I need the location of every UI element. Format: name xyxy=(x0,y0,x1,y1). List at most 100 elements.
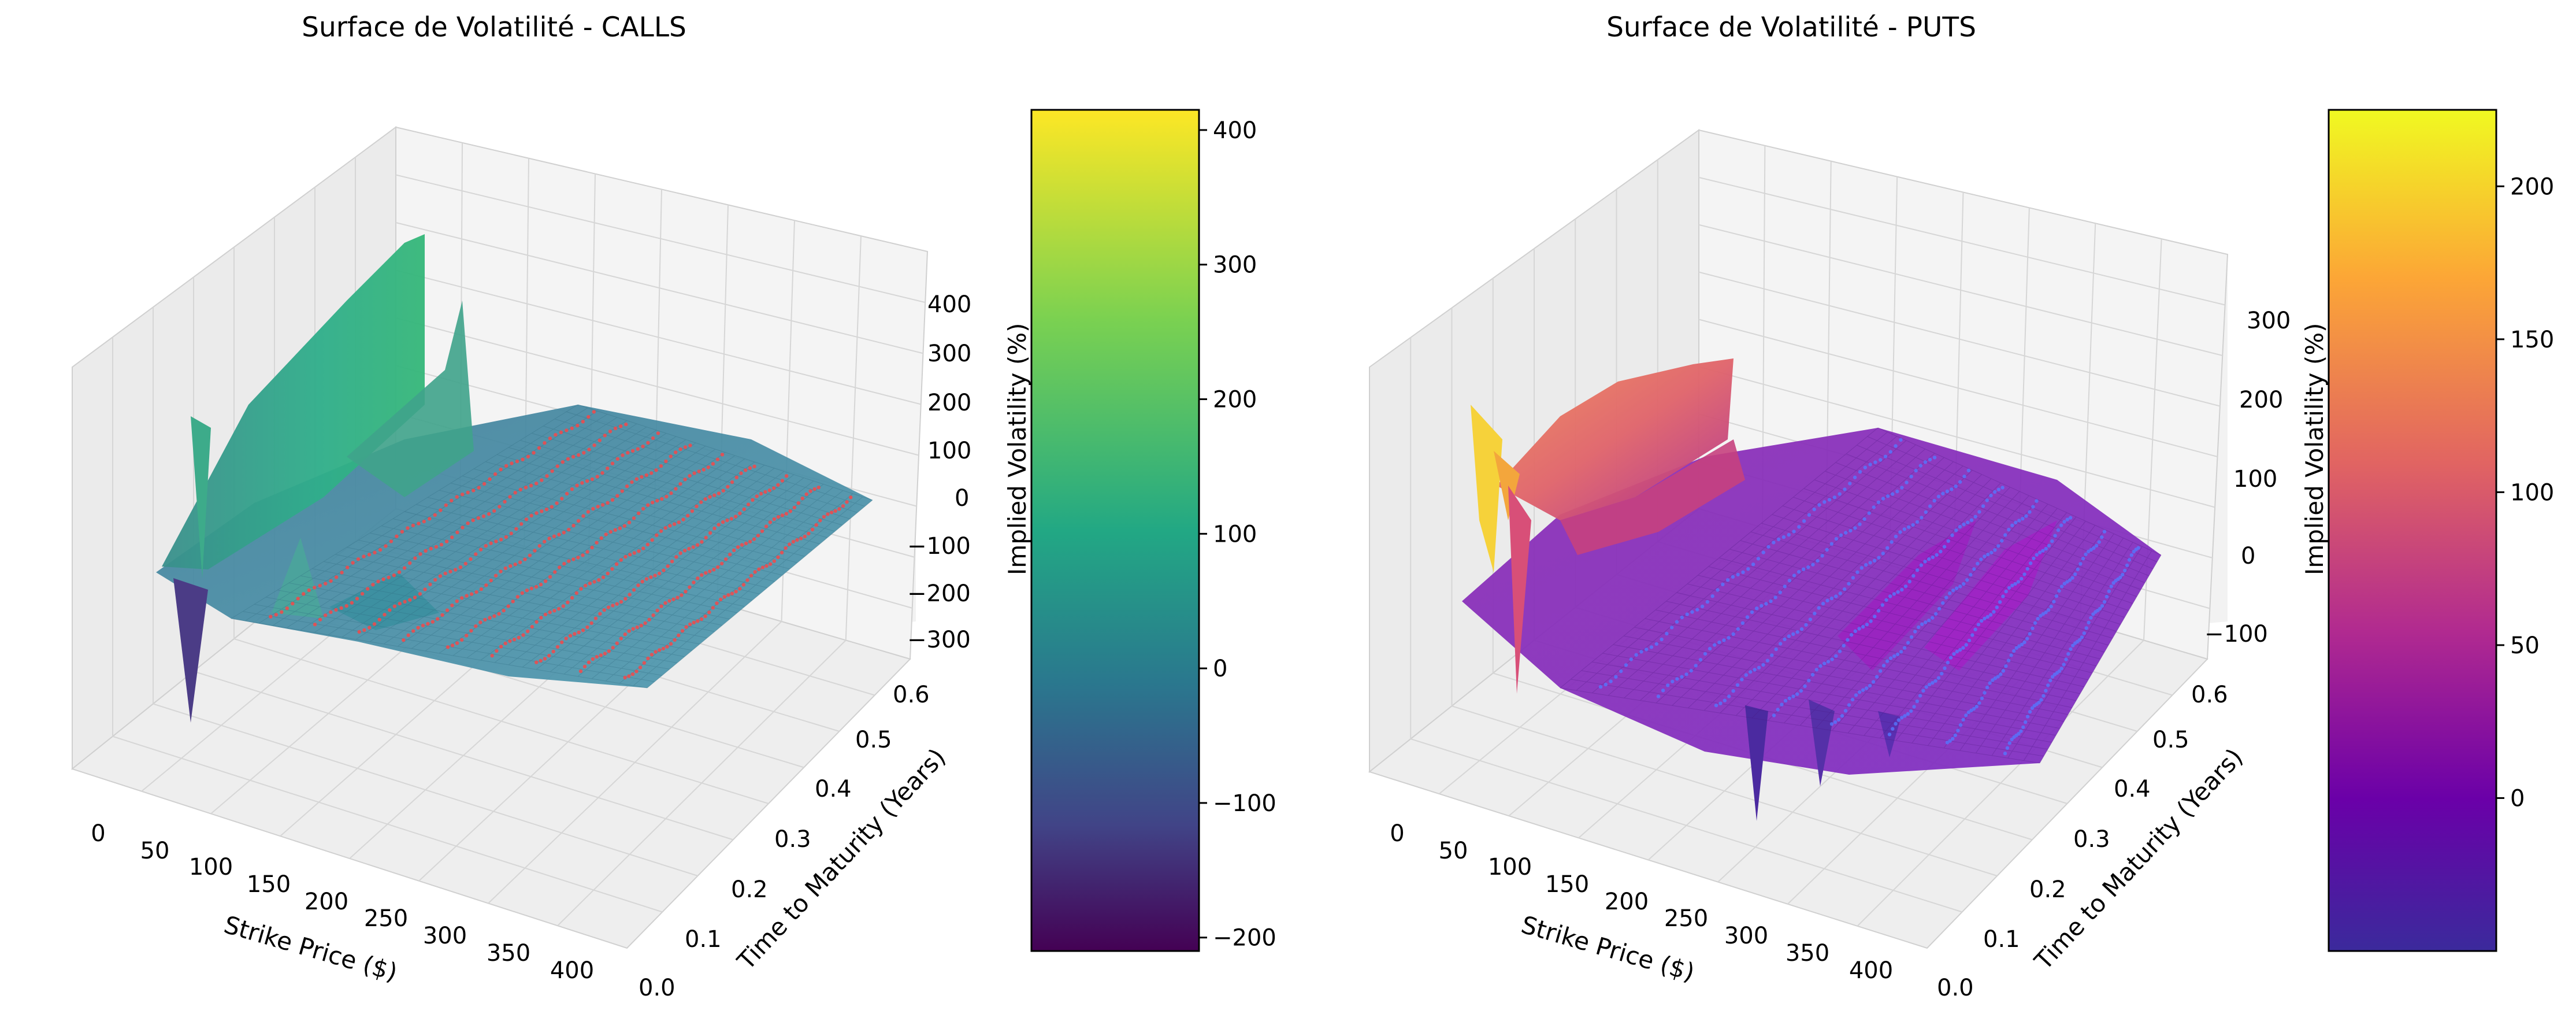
scatter-point xyxy=(2001,669,2005,673)
scatter-point xyxy=(800,496,805,501)
scatter-point xyxy=(537,544,541,548)
scatter-point xyxy=(543,612,548,617)
scatter-point xyxy=(2030,706,2035,711)
scatter-point xyxy=(2021,517,2025,521)
scatter-point xyxy=(499,645,503,649)
mesh-line xyxy=(1560,427,1879,689)
scatter-point xyxy=(642,661,647,665)
scatter-point xyxy=(581,514,585,518)
scatter-point xyxy=(2019,729,2023,733)
scatter-point xyxy=(627,520,632,524)
x-tick-label: 400 xyxy=(1849,957,1893,984)
scatter-point xyxy=(474,552,478,556)
scatter-point xyxy=(692,471,696,475)
scatter-point xyxy=(540,509,544,513)
scatter-point xyxy=(753,570,757,574)
scatter-point xyxy=(668,524,672,528)
scatter-point xyxy=(1690,610,1694,614)
scatter-point xyxy=(646,656,650,661)
scatter-point xyxy=(422,519,426,524)
scatter-point xyxy=(603,434,607,438)
scatter-point xyxy=(585,550,589,554)
scatter-point xyxy=(1859,566,1864,570)
scatter-point xyxy=(1933,679,1937,683)
scatter-point xyxy=(1996,544,2000,548)
scatter-point xyxy=(2012,649,2016,653)
scatter-point xyxy=(1710,594,1714,598)
scatter-point xyxy=(682,549,687,553)
scatter-point xyxy=(2047,543,2051,548)
scatter-point xyxy=(649,471,654,475)
scatter-point xyxy=(1950,533,1954,537)
scatter-point xyxy=(506,604,510,608)
grid-line xyxy=(1698,176,2225,306)
scatter-point xyxy=(1614,675,1618,679)
scatter-point xyxy=(534,620,539,624)
scatter-point xyxy=(1931,555,1935,560)
scatter-point xyxy=(561,460,565,464)
scatter-point xyxy=(707,610,711,615)
scatter-point xyxy=(1843,487,1847,491)
scatter-point xyxy=(2127,558,2132,562)
scatter-point xyxy=(1838,591,1842,595)
scatter-point xyxy=(1945,489,1950,494)
scatter-point xyxy=(1924,685,1928,689)
scatter-point xyxy=(510,461,514,465)
scatter-point xyxy=(423,587,427,591)
scatter-point xyxy=(460,596,464,600)
x-tick-label: 100 xyxy=(189,854,233,880)
scatter-point xyxy=(469,592,474,596)
scatter-point xyxy=(1680,615,1684,620)
scatter-point xyxy=(666,564,670,568)
scatter-point xyxy=(413,556,417,560)
scatter-point xyxy=(627,629,631,633)
scatter-point xyxy=(1718,701,1723,705)
x-tick-label: 0 xyxy=(1390,820,1404,847)
mesh-line xyxy=(1687,583,2089,680)
scatter-point xyxy=(1807,513,1812,517)
scatter-point xyxy=(465,634,469,638)
scatter-point xyxy=(768,520,773,524)
scatter-point xyxy=(1986,552,1990,557)
scatter-point xyxy=(1818,664,1822,668)
grid-line xyxy=(488,621,782,904)
scatter-point xyxy=(1875,675,1879,679)
scatter-point xyxy=(1964,643,1968,647)
scatter-point xyxy=(372,622,377,626)
scatter-point xyxy=(280,610,284,614)
x-tick-label: 50 xyxy=(140,838,170,864)
scatter-point xyxy=(547,536,551,541)
scatter-point xyxy=(517,635,521,640)
scatter-point xyxy=(567,527,571,532)
scatter-point xyxy=(1736,572,1740,577)
scatter-point xyxy=(675,595,680,600)
scatter-point xyxy=(518,560,522,564)
scatter-point xyxy=(1847,582,1851,586)
scatter-point xyxy=(1797,525,1801,529)
mesh-line xyxy=(605,490,844,682)
scatter-point xyxy=(704,535,708,540)
scatter-point xyxy=(562,531,566,535)
scatter-point xyxy=(1955,649,1959,654)
scatter-point xyxy=(1723,698,1727,702)
scatter-point xyxy=(1736,627,1740,631)
scatter-point xyxy=(458,565,463,569)
scatter-point xyxy=(2020,576,2024,581)
scatter-point xyxy=(2102,600,2107,604)
scatter-point xyxy=(780,550,784,554)
scatter-point xyxy=(555,645,560,649)
scatter-point xyxy=(672,522,677,526)
scatter-point xyxy=(741,583,746,587)
scatter-point xyxy=(1670,626,1674,630)
scatter-point xyxy=(534,482,539,486)
mesh-line xyxy=(355,433,667,640)
scatter-point xyxy=(833,509,837,513)
scatter-point xyxy=(483,617,487,622)
z-tick-label: −100 xyxy=(907,533,971,560)
scatter-point xyxy=(444,539,449,543)
mesh-line xyxy=(1877,427,2162,556)
scatter-point xyxy=(574,591,578,595)
scatter-point xyxy=(2136,546,2140,550)
colorbar-tick-label: 0 xyxy=(2510,785,2525,812)
scatter-point xyxy=(791,539,796,544)
